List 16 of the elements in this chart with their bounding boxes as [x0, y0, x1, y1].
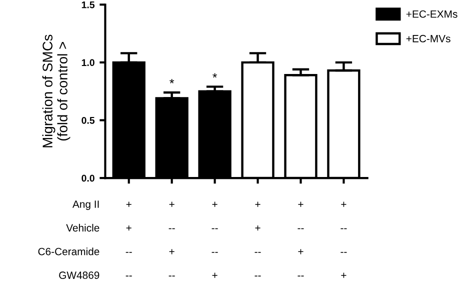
y-tick-label: 0.5 [82, 116, 95, 124]
category-label: + -- -- + [340, 202, 347, 278]
annotation: * [212, 73, 218, 78]
y-tick-label: 1.5 [82, 1, 95, 8]
y-tick-label: 1.0 [82, 59, 94, 66]
category-label: + -- -- + [212, 202, 218, 278]
text: Ang II Vehicle C6-Ceramide GW4869 [38, 200, 100, 279]
category-label: + -- + -- [298, 202, 304, 276]
category-label: + + -- -- [254, 202, 261, 276]
category-label: + -- + -- [168, 202, 175, 276]
category-label: + + -- -- [126, 202, 132, 276]
annotation: * [170, 78, 174, 84]
y-axis-title: Migration of SMCs (fold of control > [42, 34, 70, 148]
y-tick-label: 0.0 [82, 174, 94, 182]
legend-label: +EC-EXMs [406, 10, 458, 18]
legend-label: +EC-MVs [406, 34, 450, 42]
